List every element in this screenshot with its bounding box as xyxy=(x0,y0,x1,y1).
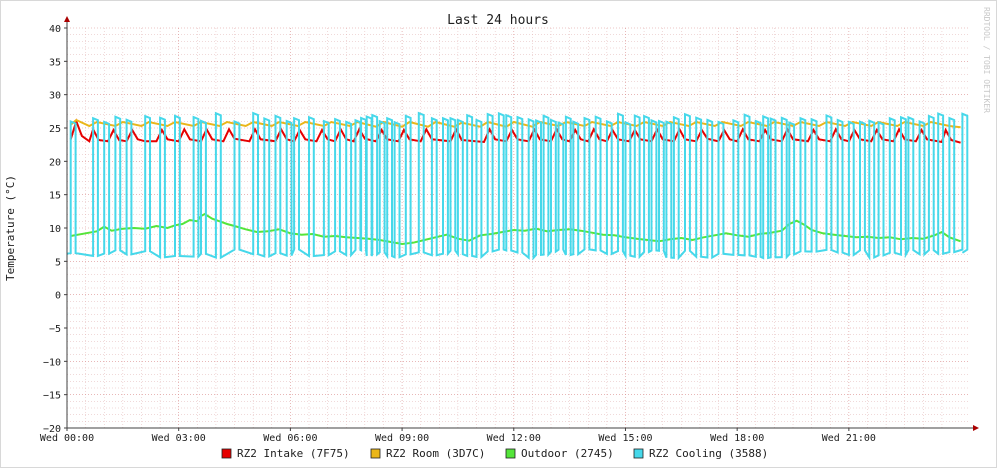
x-tick-label: Wed 18:00 xyxy=(710,433,764,444)
y-tick-label: 30 xyxy=(49,91,61,102)
legend-label: Outdoor (2745) xyxy=(521,447,614,460)
tick-labels: −20 −15 −10 −5 0 5 10 15 20 25 30 35 40 Wed 00:00 Wed … xyxy=(40,24,876,444)
y-tick-label: −5 xyxy=(49,324,61,335)
y-tick-label: 35 xyxy=(49,57,61,68)
x-tick-label: Wed 09:00 xyxy=(375,433,429,444)
legend-label: RZ2 Intake (7F75) xyxy=(237,447,350,460)
legend-label: RZ2 Room (3D7C) xyxy=(386,447,485,460)
x-tick-label: Wed 21:00 xyxy=(822,433,876,444)
series-layer xyxy=(66,111,969,261)
y-tick-label: 15 xyxy=(49,191,61,202)
legend-swatch xyxy=(221,448,232,459)
x-tick-label: Wed 12:00 xyxy=(487,433,541,444)
chart-title: Last 24 hours xyxy=(447,13,549,28)
y-tick-label: 25 xyxy=(49,124,61,135)
y-tick-label: −15 xyxy=(43,391,61,402)
y-tick-label: −10 xyxy=(43,357,61,368)
x-axis-arrow xyxy=(973,425,979,431)
series-line-3 xyxy=(66,111,969,261)
y-axis-arrow xyxy=(64,16,70,22)
y-tick-label: 10 xyxy=(49,224,61,235)
y-tick-label: 5 xyxy=(55,257,61,268)
legend-swatch xyxy=(505,448,516,459)
legend-swatch xyxy=(633,448,644,459)
x-tick-label: Wed 03:00 xyxy=(152,433,206,444)
series-line-1 xyxy=(70,118,961,129)
legend-label: RZ2 Cooling (3588) xyxy=(649,447,768,460)
axes-layer xyxy=(64,16,979,431)
y-axis-label: Temperature (°C) xyxy=(4,175,17,281)
x-tick-label: Wed 00:00 xyxy=(40,433,94,444)
legend-swatch xyxy=(370,448,381,459)
y-tick-label: 0 xyxy=(55,291,61,302)
legend: RZ2 Intake (7F75) RZ2 Room (3D7C) Outdoor … xyxy=(221,447,768,460)
y-tick-label: −20 xyxy=(43,424,61,435)
major-grid xyxy=(64,27,968,431)
watermark: RRDTOOL / TOBI OETIKER xyxy=(982,7,991,113)
x-tick-label: Wed 15:00 xyxy=(598,433,652,444)
series-line-2 xyxy=(70,212,961,246)
y-tick-label: 40 xyxy=(49,24,61,35)
x-tick-label: Wed 06:00 xyxy=(263,433,317,444)
y-tick-label: 20 xyxy=(49,157,61,168)
